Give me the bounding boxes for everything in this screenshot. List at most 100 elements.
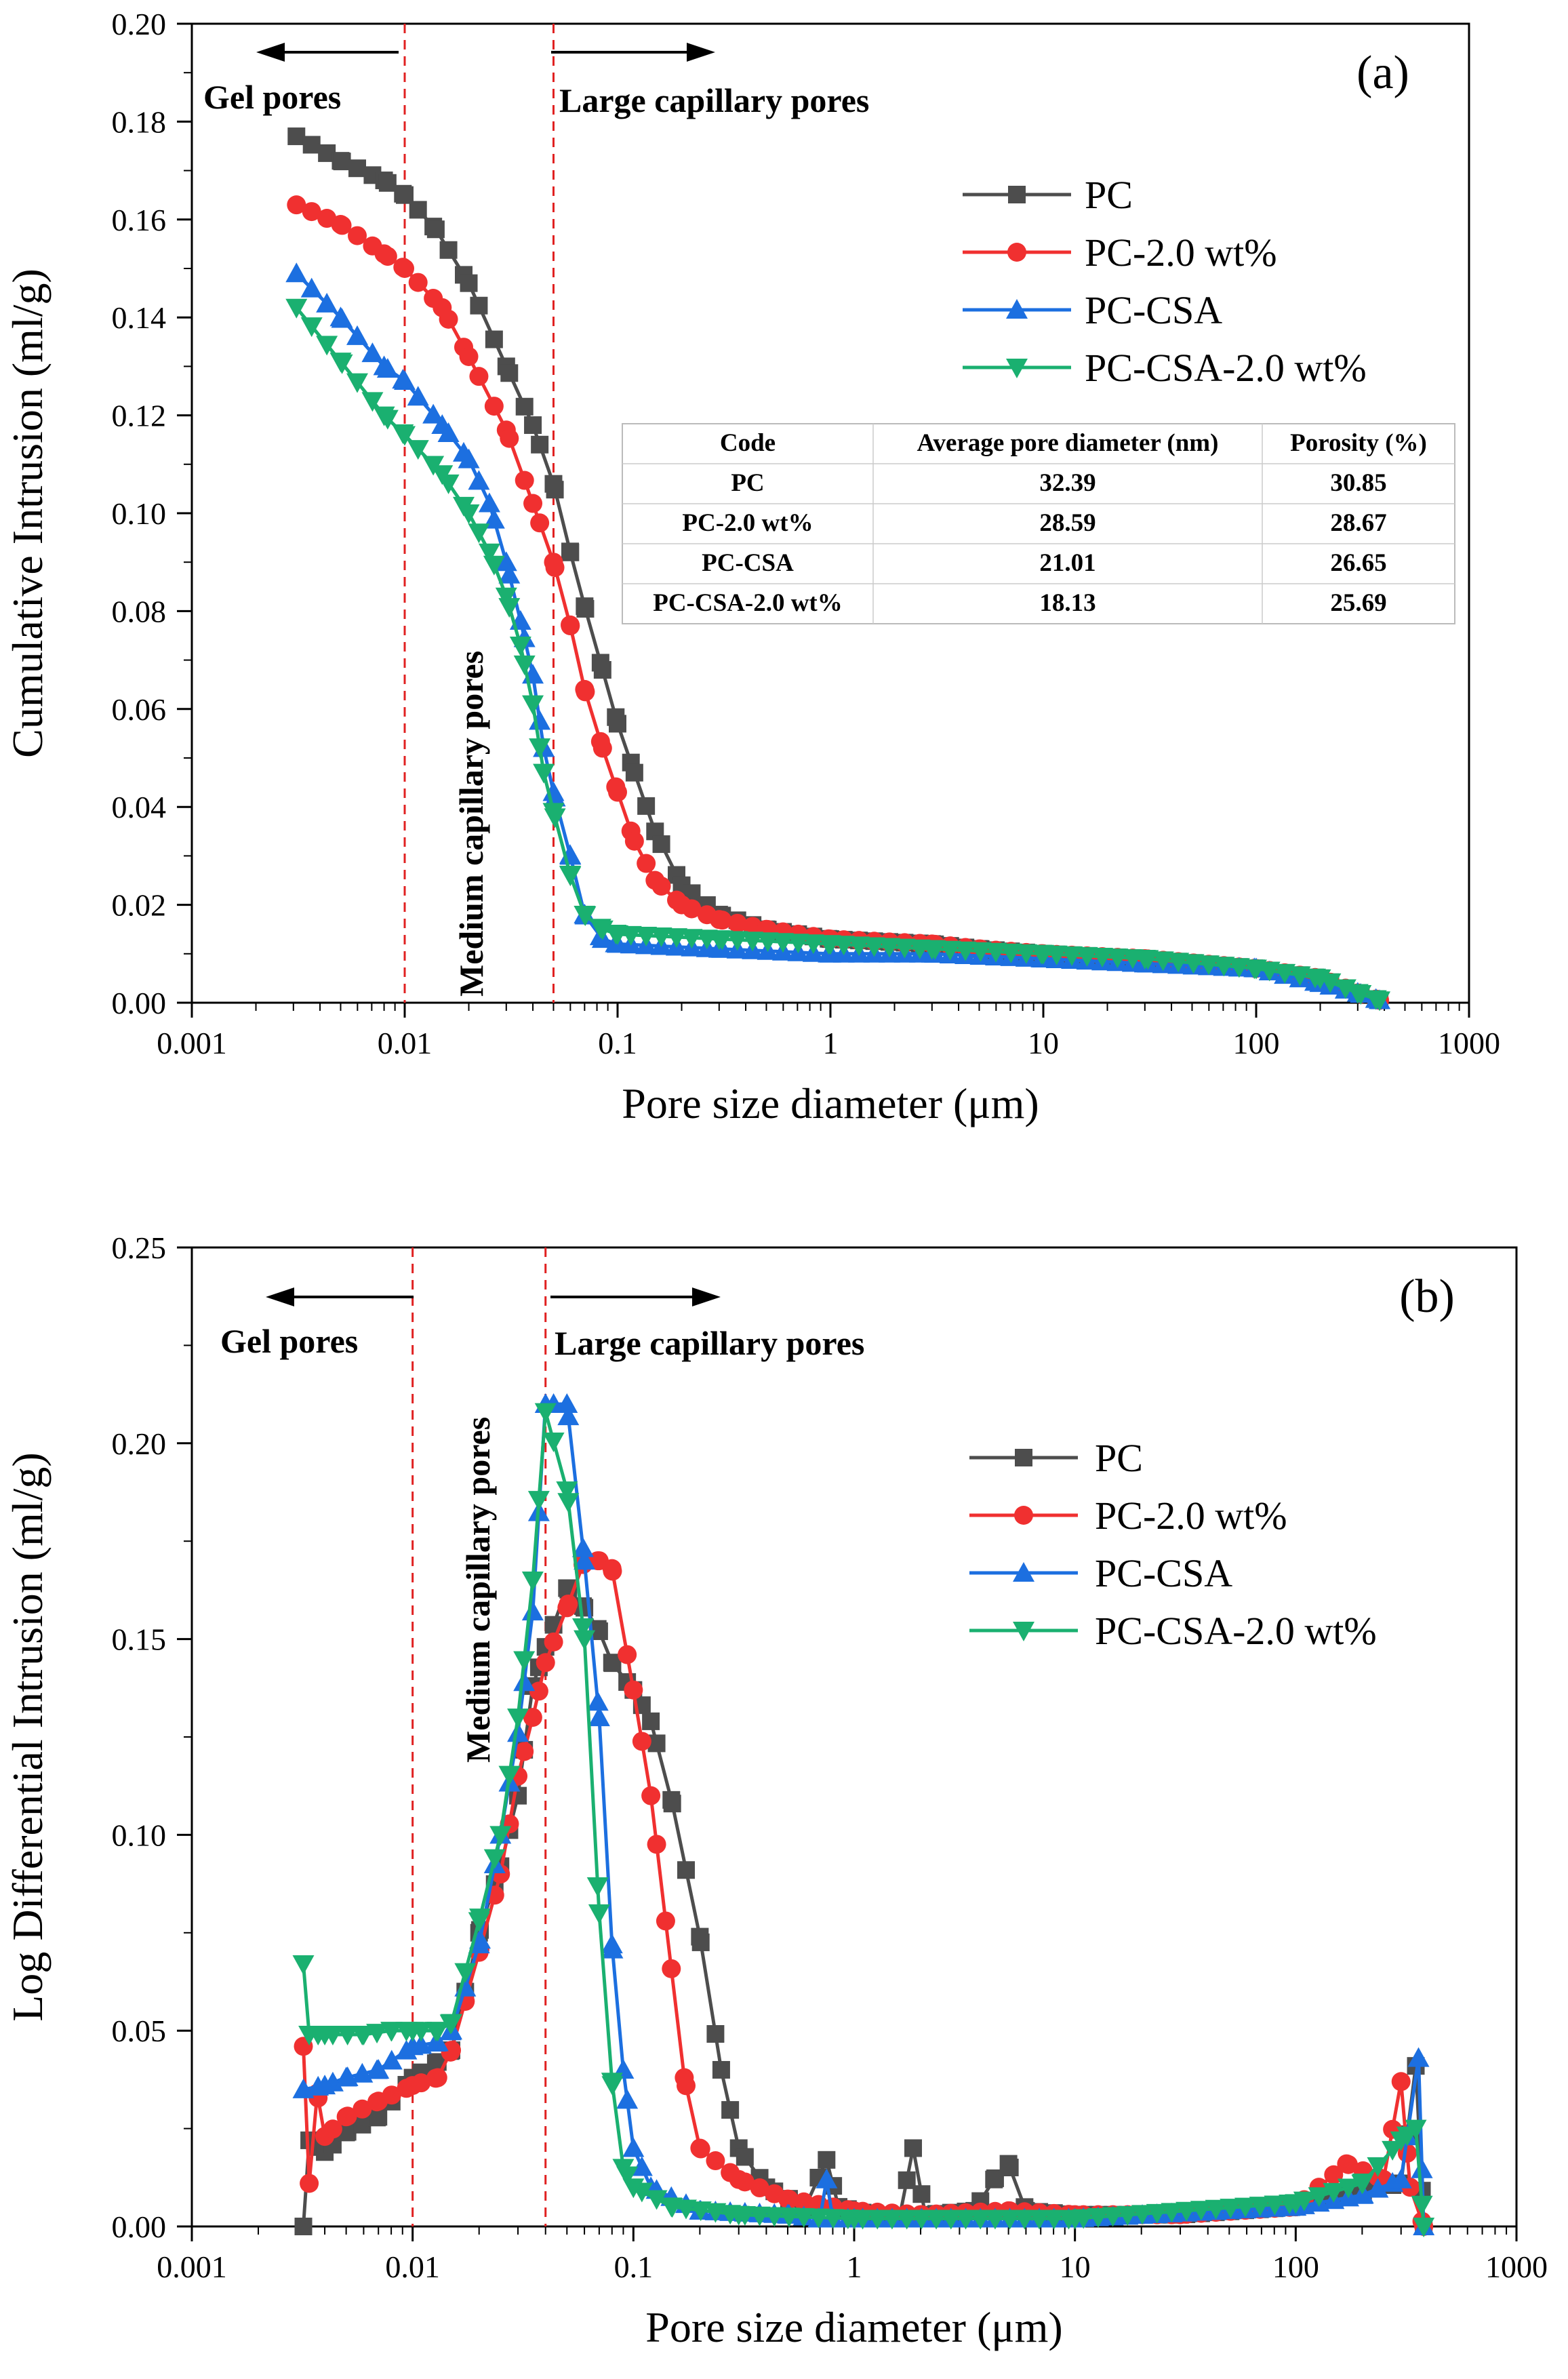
data-point-pc-csa-2-0-wt [1405,2119,1427,2140]
data-point-pc-csa-2-0-wt [1411,2195,1433,2216]
data-point-pc-csa-2-0-wt [616,2166,639,2186]
data-point-pc-2-0-wt [332,216,352,235]
data-point-pc-2-0-wt [624,831,644,851]
x-tick-label: 0.1 [614,2250,654,2284]
data-point-pc [691,1933,710,1951]
data-point-pc-csa-2-0-wt [1043,2210,1065,2230]
legend-entry: PC-CSA-2.0 wt% [1085,346,1367,390]
table-cell-value: 26.65 [1330,549,1386,577]
legend-marker [1007,243,1026,262]
data-point-pc-csa [1367,2178,1389,2198]
data-point-pc-csa-2-0-wt [1350,985,1372,1005]
arrow-head [692,1287,721,1306]
data-point-pc-2-0-wt [559,1594,578,1614]
data-point-pc-2-0-wt [544,1632,563,1652]
x-tick-label: 1000 [1485,2250,1548,2284]
data-point-pc-csa [394,370,416,391]
data-point-pc-csa-2-0-wt [495,587,517,607]
data-point-pc-2-0-wt [651,877,671,896]
data-point-pc [576,599,595,618]
legend-entry: PC-2.0 wt% [1095,1494,1287,1538]
data-point-pc-2-0-wt [682,899,702,919]
data-point-pc-csa-2-0-wt [848,936,870,957]
data-point-pc [460,274,478,292]
data-point-pc-csa-2-0-wt [832,936,855,956]
data-point-pc [500,364,519,382]
data-point-pc-csa [622,2137,645,2157]
data-point-pc-csa-2-0-wt [346,373,369,393]
data-point-pc-csa [816,2168,838,2188]
data-point-pc-csa-2-0-wt [483,1849,506,1869]
data-point-pc-csa-2-0-wt [645,2190,668,2210]
data-point-pc-csa [285,262,308,283]
data-point-pc-2-0-wt [576,682,595,702]
data-point-pc-csa-2-0-wt [1015,944,1037,964]
data-point-pc-csa-2-0-wt [394,426,416,446]
data-point-pc-csa-2-0-wt [556,1481,578,1502]
data-point-pc-csa-2-0-wt [910,2210,933,2230]
x-tick-label: 0.01 [385,2250,440,2284]
data-point-pc [302,136,321,154]
data-point-pc-csa-2-0-wt [1013,2210,1036,2230]
data-point-pc-csa [458,448,480,468]
data-point-pc-csa-2-0-wt [498,1765,521,1786]
x-axis-label: Pore size diameter (μm) [622,1079,1039,1127]
table-cell-value: 25.69 [1330,589,1386,617]
data-point-pc-csa-2-0-wt [1106,948,1129,969]
x-tick-label: 10 [1060,2250,1091,2284]
arrow-head [256,43,285,62]
data-point-pc-csa-2-0-wt [1319,973,1342,993]
data-point-pc-csa [422,403,445,424]
data-point-pc [378,174,397,192]
data-point-pc-csa [1352,2184,1374,2204]
data-point-pc-csa-2-0-wt [969,2210,992,2230]
data-point-pc-csa-2-0-wt [1182,954,1205,974]
data-point-pc-csa [601,1938,624,1959]
x-tick-label: 0.001 [157,2250,227,2284]
table-cell-code: PC-CSA [702,549,794,577]
data-point-pc-csa-2-0-wt [454,1963,477,1983]
data-point-pc-csa-2-0-wt [863,937,885,957]
data-point-pc [396,186,414,204]
data-point-pc-csa-2-0-wt [588,1904,610,1924]
data-point-pc-csa-2-0-wt [822,2209,845,2229]
y-tick-label: 0.16 [112,203,167,237]
x-tick-label: 0.001 [157,1026,227,1060]
data-point-pc-csa-2-0-wt [331,354,353,374]
data-point-pc-csa-2-0-wt [285,298,308,319]
data-point-pc-csa-2-0-wt [498,598,521,618]
data-point-pc [348,159,367,178]
data-point-pc-2-0-wt [302,202,321,222]
data-point-pc-csa-2-0-wt [689,2201,712,2222]
data-point-pc-csa-2-0-wt [527,1491,550,1511]
x-tick-label: 0.1 [598,1026,637,1060]
legend-entry: PC [1085,173,1133,217]
data-point-pc-csa-2-0-wt [924,940,946,960]
data-point-pc-csa-2-0-wt [1234,2197,1257,2218]
data-point-pc [485,330,503,348]
panel-label: (b) [1399,1271,1455,1323]
legend-marker [1015,1449,1032,1466]
panel-b-chart: 0.001 0.01 0.1 1 10 100 1000 0.00 0.05 0.10 0.15 0.… [3,1231,1548,2351]
data-point-pc-csa-2-0-wt [630,2182,653,2203]
data-point-pc-csa-2-0-wt [1045,945,1068,965]
legend-marker [1006,359,1028,378]
table-cell-code: PC [731,469,764,497]
data-point-pc-csa-2-0-wt [1146,2203,1168,2224]
data-point-pc-2-0-wt [656,1911,675,1931]
data-point-pc-csa-2-0-wt [1367,2157,1389,2177]
data-point-pc-2-0-wt [338,2106,357,2126]
data-point-pc-csa [380,2050,403,2070]
y-tick-label: 0.25 [112,1231,167,1265]
zone-label-medium: Medium capillary pores [452,651,490,997]
data-point-pc-csa-2-0-wt [1413,2218,1435,2237]
panel-label: (a) [1356,47,1409,99]
data-point-pc-csa [529,710,551,730]
data-point-pc-2-0-wt [442,2041,462,2060]
data-point-pc-csa-2-0-wt [711,930,733,951]
data-point-pc-csa-2-0-wt [1352,2173,1374,2193]
y-tick-label: 0.20 [112,1426,167,1461]
data-point-pc-csa-2-0-wt [939,940,961,961]
data-point-pc-2-0-wt [794,2192,813,2212]
data-point-pc-csa-2-0-wt [726,931,748,951]
